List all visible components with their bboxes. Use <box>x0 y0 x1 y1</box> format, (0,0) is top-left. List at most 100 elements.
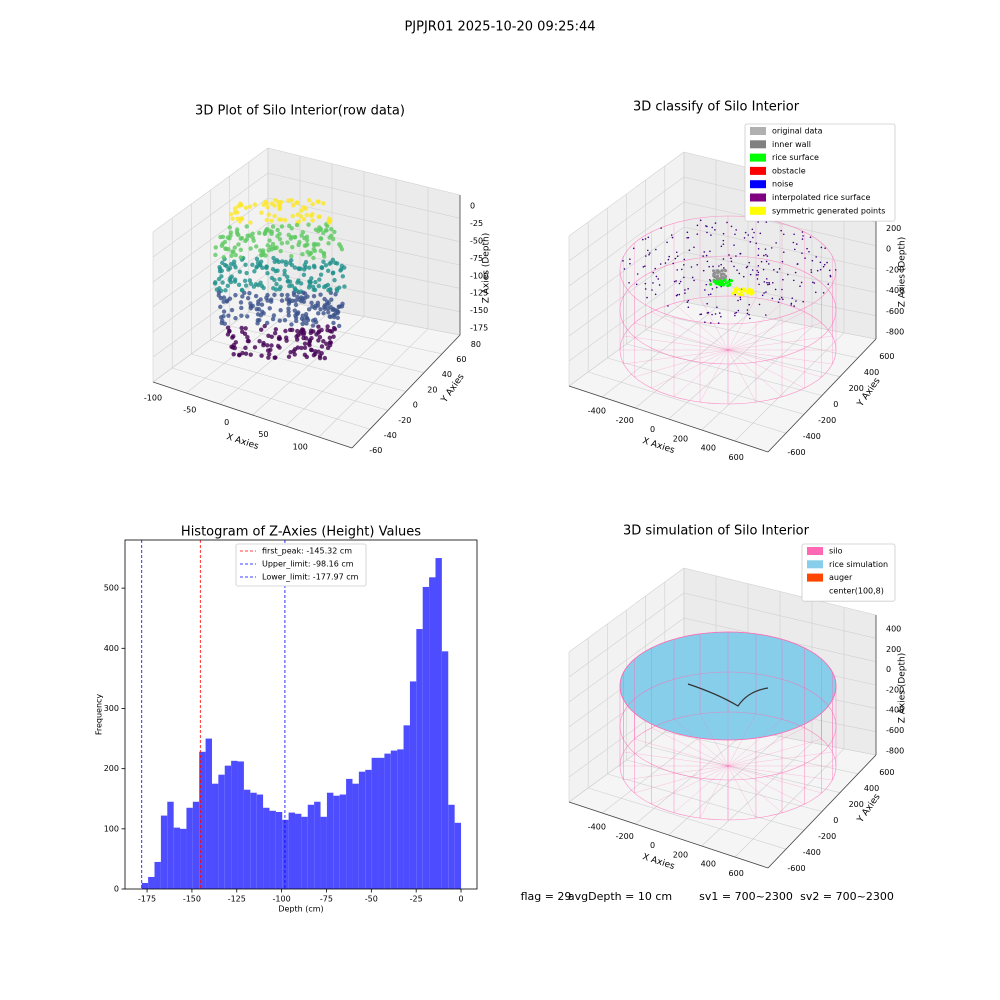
decorative-point <box>295 294 300 300</box>
decorative-point <box>772 282 774 284</box>
decorative-point <box>778 298 781 300</box>
decorative-point <box>304 321 309 326</box>
decorative-point <box>335 310 340 316</box>
decorative-point <box>220 318 225 323</box>
decorative-point <box>221 299 226 304</box>
decorative-point <box>763 281 766 283</box>
decorative-point <box>765 221 768 223</box>
decorative-point <box>708 279 711 281</box>
decorative-point <box>806 247 808 250</box>
decorative-point <box>286 313 291 318</box>
decorative-point <box>282 272 287 277</box>
decorative-point <box>283 262 289 267</box>
bar <box>180 828 187 889</box>
tick-label-3d: -200 <box>886 265 904 274</box>
decorative-point <box>318 307 323 312</box>
panel-title: 3D classify of Silo Interior <box>633 100 800 115</box>
decorative-point <box>792 279 795 282</box>
decorative-point <box>714 281 718 285</box>
decorative-point <box>273 327 279 332</box>
bar <box>384 753 391 889</box>
decorative-point <box>813 282 816 284</box>
tick-label-3d: 50 <box>258 430 268 439</box>
x-tick-label: 0 <box>458 895 463 904</box>
bar <box>365 769 372 889</box>
decorative-point <box>317 214 322 219</box>
decorative-point <box>775 242 777 244</box>
decorative-point <box>709 280 712 282</box>
decorative-point <box>336 285 342 290</box>
decorative-point <box>212 281 218 286</box>
decorative-point <box>265 343 270 348</box>
decorative-point <box>300 251 305 257</box>
tick-label-3d: 600 <box>879 768 894 777</box>
silo-ring <box>619 295 837 405</box>
decorative-point <box>311 329 316 334</box>
decorative-point <box>756 269 758 272</box>
silo-wire <box>699 297 729 351</box>
decorative-point <box>253 282 259 287</box>
decorative-point <box>762 268 765 271</box>
decorative-point <box>289 253 294 259</box>
bar <box>358 771 366 889</box>
axis-3d <box>767 754 877 869</box>
silo-wire <box>699 349 729 403</box>
decorative-point <box>712 272 716 276</box>
decorative-point <box>720 269 724 273</box>
decorative-point <box>765 278 768 280</box>
decorative-point <box>734 312 736 314</box>
decorative-point <box>720 245 723 248</box>
decorative-point <box>280 259 285 264</box>
decorative-point <box>726 284 730 288</box>
decorative-point <box>705 225 707 227</box>
bar <box>192 801 200 889</box>
decorative-point <box>675 280 677 282</box>
decorative-point <box>332 314 337 320</box>
decorative-point <box>733 265 735 268</box>
bar <box>346 778 353 889</box>
decorative-point <box>658 284 661 286</box>
bar <box>224 765 232 889</box>
decorative-point <box>282 268 287 274</box>
decorative-point <box>274 281 279 287</box>
decorative-point <box>239 287 245 293</box>
grid-3d <box>568 276 685 362</box>
decorative-point <box>749 241 752 243</box>
decorative-point <box>753 231 755 234</box>
decorative-point <box>802 300 804 303</box>
decorative-point <box>213 252 218 258</box>
decorative-point <box>306 307 312 312</box>
tick-label-3d: 0 <box>886 245 891 254</box>
decorative-point <box>284 296 290 302</box>
decorative-point <box>305 242 310 247</box>
decorative-point <box>678 293 681 296</box>
decorative-point <box>272 355 277 360</box>
decorative-point <box>274 245 279 250</box>
decorative-point <box>221 255 226 260</box>
decorative-point <box>744 231 747 234</box>
decorative-point <box>711 313 713 316</box>
tick-label-3d: 600 <box>879 352 894 361</box>
decorative-point <box>310 201 315 207</box>
decorative-point <box>243 238 248 244</box>
decorative-point <box>675 294 678 297</box>
y-tick-label: 300 <box>104 704 119 713</box>
decorative-point <box>748 303 751 306</box>
grid-3d <box>267 297 461 336</box>
decorative-point <box>255 264 260 269</box>
decorative-point <box>706 231 708 234</box>
bar <box>167 801 174 889</box>
decorative-point <box>261 202 266 207</box>
decorative-point <box>277 231 282 237</box>
decorative-point <box>229 307 235 313</box>
y-tick-label: 100 <box>104 824 119 833</box>
tick-label-3d: -400 <box>588 407 606 416</box>
decorative-point <box>304 212 309 218</box>
silo-wire <box>727 349 783 397</box>
silo-wire <box>623 751 729 767</box>
decorative-point <box>313 279 318 285</box>
decorative-point <box>244 224 249 229</box>
decorative-point <box>782 278 784 281</box>
bar <box>205 738 212 889</box>
decorative-point <box>264 320 270 326</box>
